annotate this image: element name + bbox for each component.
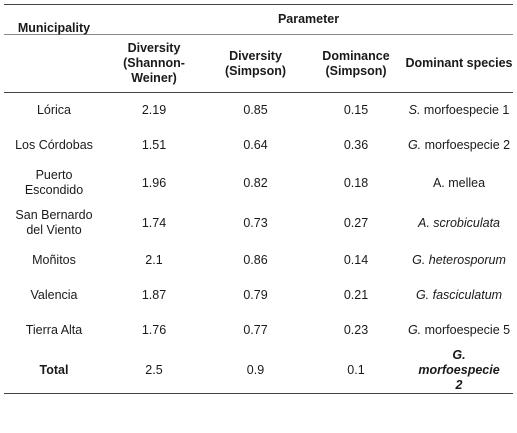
- species-epithet: morfoespecie 1: [423, 103, 510, 117]
- cell-municipality: Puerto Escondido: [24, 168, 84, 197]
- header-dominant-species: Dominant species: [405, 56, 513, 70]
- cell-simpson-diversity: 0.85: [243, 103, 268, 117]
- species-genus: G.: [407, 138, 422, 152]
- total-simpson-diversity: 0.9: [246, 363, 265, 377]
- table-row: Los Córdobas 1.51 0.64 0.36 G. morfoespecie …: [4, 128, 513, 163]
- cell-simpson-diversity: 0.79: [243, 288, 268, 302]
- species-genus: G. heterosporum: [412, 253, 506, 267]
- total-simpson-dominance: 0.1: [347, 363, 365, 377]
- corner-cell: [4, 4, 104, 35]
- cell-dominant-species: S. morfoespecie 1: [405, 93, 513, 129]
- diversity-table: Parameter Municipality Diversity (Shanno…: [4, 4, 514, 394]
- table-row: Puerto Escondido 1.96 0.82 0.18 A. mellea: [4, 163, 513, 203]
- header-simpson-dominance: Dominance (Simpson): [322, 48, 390, 78]
- table-row: San Bernardo del Viento 1.74 0.73 0.27 A. sc…: [4, 203, 513, 243]
- table-row: Lórica 2.19 0.85 0.15 S. morfoespecie 1: [4, 93, 513, 129]
- cell-simpson-diversity: 0.73: [243, 215, 268, 230]
- cell-simpson-dominance: 0.18: [343, 175, 369, 190]
- total-dominant-species-text: G. morfoespecie 2: [418, 348, 500, 392]
- species-genus: G.: [407, 323, 422, 337]
- cell-dominant-species: A. mellea: [405, 163, 513, 203]
- cell-municipality: Moñitos: [32, 253, 76, 267]
- cell-dominant-species: A. scrobiculata: [405, 203, 513, 243]
- table-row: Moñitos 2.1 0.86 0.14 G. heterosporum: [4, 243, 513, 278]
- species-epithet: morfoespecie 5: [424, 323, 511, 337]
- header-shannon: Diversity (Shannon-Weiner): [123, 41, 185, 85]
- cell-shannon: 2.1: [145, 253, 163, 267]
- species-genus: A. scrobiculata: [418, 215, 500, 230]
- cell-simpson-diversity: 0.77: [243, 323, 268, 337]
- cell-dominant-species: G. morfoespecie 2: [405, 128, 513, 163]
- cell-dominant-species: G. heterosporum: [405, 243, 513, 278]
- table-row: Tierra Alta 1.76 0.77 0.23 G. morfoespecie 5: [4, 313, 513, 348]
- cell-simpson-dominance: 0.15: [343, 103, 369, 117]
- species-genus: S.: [408, 103, 421, 117]
- cell-shannon: 1.96: [141, 175, 167, 190]
- cell-municipality: Valencia: [30, 288, 78, 302]
- cell-shannon: 1.74: [141, 215, 167, 230]
- cell-simpson-diversity: 0.82: [243, 175, 268, 190]
- cell-dominant-species: G. fasciculatum: [405, 278, 513, 313]
- total-label: Total: [39, 363, 69, 377]
- cell-shannon: 2.19: [141, 103, 167, 117]
- header-simpson-diversity: Diversity (Simpson): [224, 48, 287, 78]
- header-municipality: Municipality: [17, 21, 91, 35]
- cell-municipality: San Bernardo del Viento: [15, 208, 93, 237]
- species-epithet: morfoespecie 2: [424, 138, 511, 152]
- cell-shannon: 1.51: [141, 138, 167, 152]
- cell-municipality: Lórica: [36, 103, 72, 117]
- cell-simpson-dominance: 0.21: [343, 288, 369, 302]
- cell-shannon: 1.87: [141, 288, 167, 302]
- species-epithet: A. mellea: [432, 175, 486, 190]
- cell-dominant-species: G. morfoespecie 5: [405, 313, 513, 348]
- cell-municipality: Tierra Alta: [25, 323, 83, 337]
- parameter-group-header: Parameter: [104, 4, 514, 35]
- table-body: Lórica 2.19 0.85 0.15 S. morfoespecie 1 Los C…: [4, 93, 513, 349]
- cell-simpson-dominance: 0.14: [343, 253, 369, 267]
- species-genus: G. fasciculatum: [415, 288, 503, 302]
- total-dominant-species: G. morfoespecie 2: [405, 348, 513, 394]
- cell-simpson-diversity: 0.86: [243, 253, 268, 267]
- cell-simpson-dominance: 0.36: [343, 138, 369, 152]
- cell-municipality: Los Córdobas: [15, 138, 93, 152]
- total-shannon: 2.5: [145, 363, 163, 377]
- table-row: Valencia 1.87 0.79 0.21 G. fasciculatum: [4, 278, 513, 313]
- cell-simpson-dominance: 0.23: [343, 323, 369, 337]
- cell-simpson-dominance: 0.27: [343, 215, 369, 230]
- total-row: Total 2.5 0.9 0.1 G. morfoespecie 2: [4, 348, 514, 394]
- cell-shannon: 1.76: [141, 323, 167, 337]
- cell-simpson-diversity: 0.64: [243, 138, 268, 152]
